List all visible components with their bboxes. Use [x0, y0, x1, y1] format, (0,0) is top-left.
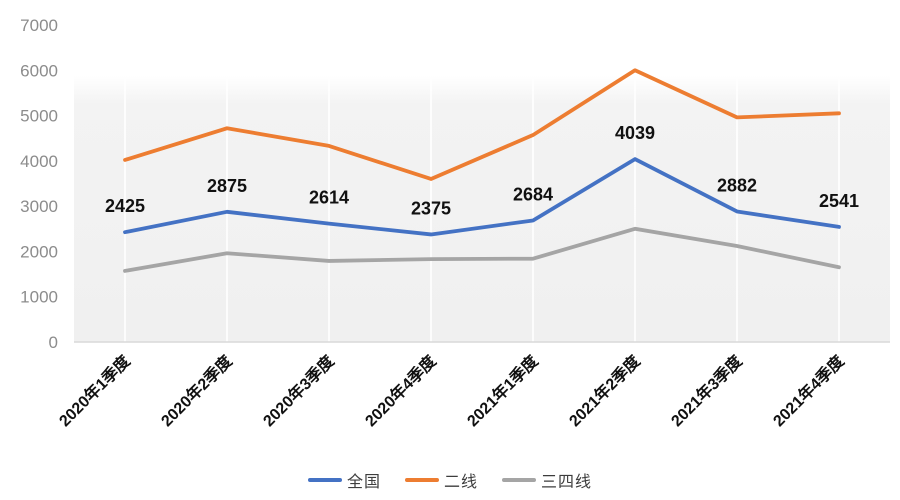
- legend-label: 全国: [346, 474, 381, 491]
- y-axis-tick-label: 2000: [20, 242, 58, 261]
- line-chart: 0 1000 2000 3000 4000 5000 6000 7000 2425 2875 261…: [20, 16, 890, 431]
- chart-legend: 全国 二线 三四线: [0, 468, 900, 492]
- x-axis-label: 2021年4季度: [769, 351, 849, 431]
- legend-line-swatch: [502, 478, 536, 482]
- data-label: 2684: [513, 184, 553, 204]
- data-label: 2614: [309, 188, 349, 208]
- x-axis-label: 2020年2季度: [157, 351, 237, 431]
- data-label: 2425: [105, 196, 145, 216]
- series-line-national: [123, 157, 841, 237]
- legend-line-swatch: [307, 478, 342, 482]
- data-label: 2882: [717, 175, 757, 195]
- x-axis-label: 2020年1季度: [55, 351, 135, 431]
- data-label: 2875: [207, 176, 247, 196]
- series-line-tier-2: [123, 68, 841, 181]
- legend-item-national[interactable]: 全国: [307, 468, 381, 492]
- legend-label: 二线: [443, 474, 478, 491]
- plot-area: [74, 25, 890, 342]
- legend-line-swatch: [404, 478, 439, 482]
- y-axis-tick-label: 0: [49, 333, 58, 352]
- y-axis-tick-label: 4000: [20, 152, 58, 171]
- series-line-tier-3-4: [123, 226, 841, 273]
- x-axis-label: 2020年3季度: [259, 351, 339, 431]
- legend-label: 三四线: [541, 474, 593, 491]
- legend-item-tier-3-4[interactable]: 三四线: [502, 468, 592, 492]
- y-axis-tick-label: 6000: [20, 61, 58, 80]
- legend-item-tier-2[interactable]: 二线: [404, 468, 478, 492]
- data-label: 4039: [615, 123, 655, 143]
- y-axis-tick-label: 7000: [20, 16, 58, 35]
- x-axis-label: 2021年1季度: [463, 351, 543, 431]
- y-axis-tick-label: 3000: [20, 197, 58, 216]
- x-axis-label: 2021年3季度: [667, 351, 747, 431]
- data-label: 2375: [411, 198, 451, 218]
- data-label: 2541: [819, 191, 859, 211]
- y-axis-tick-label: 1000: [20, 288, 58, 307]
- y-axis-tick-label: 5000: [20, 107, 58, 126]
- x-axis-label: 2021年2季度: [565, 351, 645, 431]
- x-axis-label: 2020年4季度: [361, 351, 441, 431]
